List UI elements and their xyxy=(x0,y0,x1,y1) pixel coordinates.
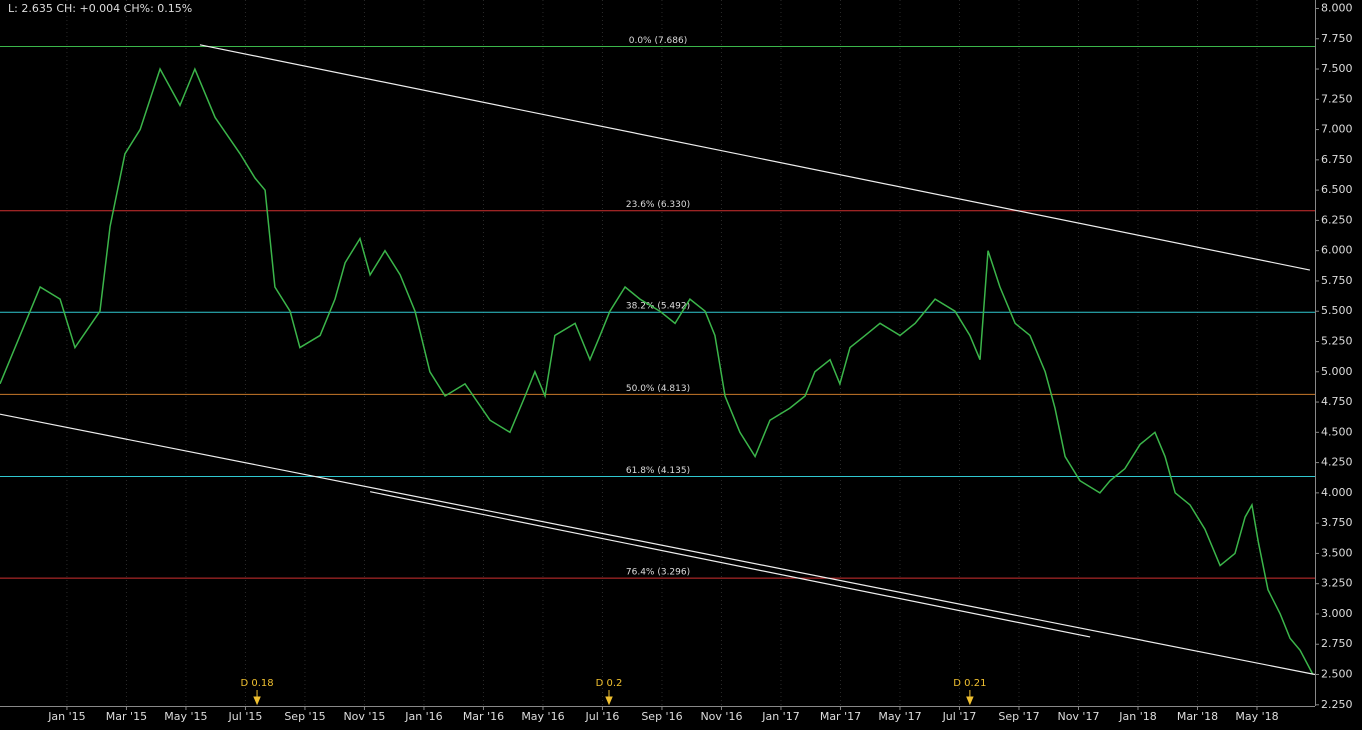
y-tick-label: 6.750 xyxy=(1321,153,1353,166)
y-tick-label: 6.250 xyxy=(1321,213,1353,226)
y-tick-label: 8.000 xyxy=(1321,1,1353,14)
x-tick-label: May '18 xyxy=(1235,710,1278,723)
y-tick-label: 3.750 xyxy=(1321,516,1353,529)
x-tick-label: Nov '16 xyxy=(700,710,742,723)
x-tick-label: May '17 xyxy=(878,710,921,723)
y-tick-label: 7.750 xyxy=(1321,32,1353,45)
y-tick-label: 4.750 xyxy=(1321,395,1353,408)
y-tick-label: 2.500 xyxy=(1321,668,1353,681)
x-tick-label: Jul '15 xyxy=(228,710,263,723)
dividend-label: D 0.18 xyxy=(240,678,273,689)
y-tick-label: 2.750 xyxy=(1321,637,1353,650)
y-tick-label: 3.500 xyxy=(1321,546,1353,559)
x-tick-label: Mar '17 xyxy=(820,710,861,723)
x-tick-label: Jan '18 xyxy=(1118,710,1156,723)
x-tick-label: Jul '16 xyxy=(585,710,620,723)
trendline xyxy=(199,44,1311,271)
dividend-label: D 0.2 xyxy=(596,678,623,689)
y-tick-label: 4.500 xyxy=(1321,425,1353,438)
y-tick-label: 3.250 xyxy=(1321,577,1353,590)
dividend-label: D 0.21 xyxy=(953,678,986,689)
x-tick-label: Nov '15 xyxy=(343,710,385,723)
fib-label: 23.6% (6.330) xyxy=(626,200,690,210)
price-line xyxy=(0,67,1314,675)
y-tick-label: 7.000 xyxy=(1321,123,1353,136)
y-tick-label: 2.250 xyxy=(1321,698,1353,711)
x-tick-label: Nov '17 xyxy=(1057,710,1099,723)
x-tick-label: Jan '16 xyxy=(404,710,442,723)
x-tick-label: Sep '17 xyxy=(998,710,1039,723)
x-tick-label: Jul '17 xyxy=(942,710,977,723)
trendline xyxy=(0,413,1316,676)
dividend-marker xyxy=(605,690,613,706)
y-tick-label: 4.250 xyxy=(1321,456,1353,469)
x-tick-label: Mar '18 xyxy=(1177,710,1218,723)
fib-label: 50.0% (4.813) xyxy=(626,384,690,394)
dividend-marker xyxy=(966,690,974,706)
header: L: 2.635 CH: +0.004 CH%: 0.15% xyxy=(8,2,192,15)
y-tick-label: 5.250 xyxy=(1321,334,1353,347)
fib-label: 38.2% (5.492) xyxy=(626,302,690,312)
x-tick-label: Mar '16 xyxy=(463,710,504,723)
x-tick-label: May '16 xyxy=(521,710,564,723)
x-tick-label: Jan '15 xyxy=(47,710,85,723)
x-tick-label: May '15 xyxy=(164,710,207,723)
fib-label: 76.4% (3.296) xyxy=(626,568,690,578)
y-tick-label: 5.500 xyxy=(1321,304,1353,317)
x-tick-label: Sep '15 xyxy=(284,710,325,723)
y-tick-label: 5.000 xyxy=(1321,365,1353,378)
y-tick-label: 6.500 xyxy=(1321,183,1353,196)
y-tick-label: 4.000 xyxy=(1321,486,1353,499)
x-tick-label: Sep '16 xyxy=(641,710,682,723)
fib-label: 0.0% (7.686) xyxy=(629,36,688,46)
trendline xyxy=(369,491,1091,638)
x-tick-label: Mar '15 xyxy=(106,710,147,723)
y-tick-label: 5.750 xyxy=(1321,274,1353,287)
y-tick-label: 3.000 xyxy=(1321,607,1353,620)
dividend-marker xyxy=(253,690,261,706)
y-tick-label: 7.500 xyxy=(1321,62,1353,75)
y-tick-label: 6.000 xyxy=(1321,244,1353,257)
fib-label: 61.8% (4.135) xyxy=(626,466,690,476)
x-tick-label: Jan '17 xyxy=(761,710,799,723)
y-tick-label: 7.250 xyxy=(1321,92,1353,105)
